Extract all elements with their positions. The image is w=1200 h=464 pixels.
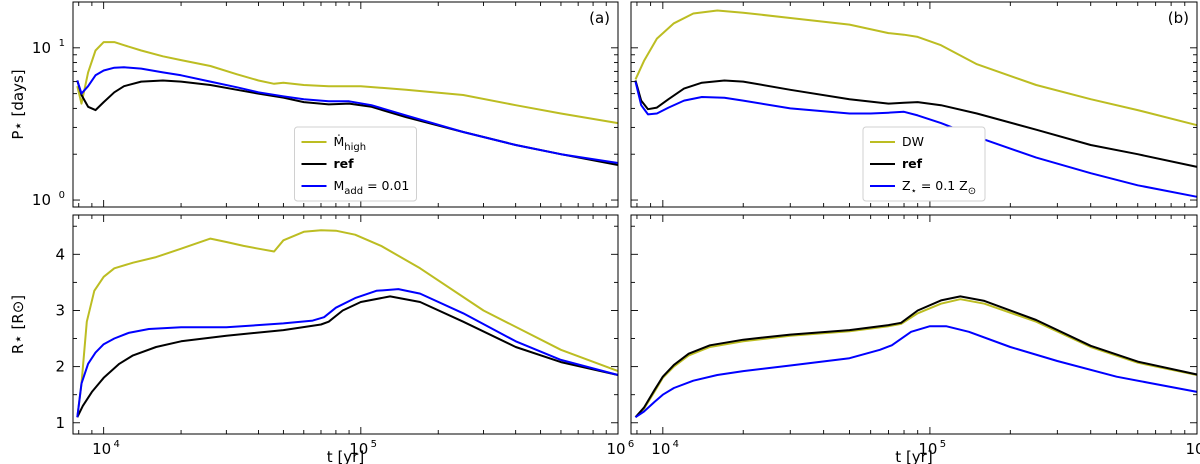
y-axis-label: R⋆ [R⊙] xyxy=(9,295,27,354)
y-tick-label: 2 xyxy=(55,358,65,376)
axes-frame xyxy=(630,1,1198,208)
x-tick-label: 10 xyxy=(651,440,670,458)
y-tick-label-exp: 1 xyxy=(59,38,65,49)
series-line-ref xyxy=(634,295,1198,418)
panel-a-period: 10 0 10 1 P⋆ [days] (a) Ṁhigh ref Madd = 0.01 xyxy=(9,1,619,209)
y-tick-label: 4 xyxy=(55,245,65,263)
legend-entry: ref xyxy=(334,156,355,171)
x-tick-label: 10 xyxy=(1185,440,1200,458)
series-line-ref xyxy=(634,79,1198,168)
legend-frame xyxy=(294,126,417,202)
series-line-third xyxy=(634,325,1198,419)
x-tick-label-exp: 5 xyxy=(371,439,377,450)
legend-entry: Madd = 0.01 xyxy=(334,178,410,197)
panel-b-radius: 104105106t [yr] xyxy=(630,214,1200,464)
y-tick-label: 1 xyxy=(55,414,65,432)
legend-entry: Z⋆ = 0.1 Z⊙ xyxy=(902,178,976,197)
y-tick-label: 3 xyxy=(55,301,65,319)
x-axis-label: t [yr] xyxy=(895,448,932,464)
x-axis-label: t [yr] xyxy=(327,448,364,464)
legend: Ṁhigh ref Madd = 0.01 xyxy=(294,126,417,202)
axes-frame xyxy=(72,214,619,435)
panel-label: (b) xyxy=(1168,9,1189,27)
series-line-third xyxy=(634,81,1198,198)
x-tick-label-exp: 4 xyxy=(113,439,119,450)
series-line-first xyxy=(76,41,619,125)
series-line-third xyxy=(76,288,619,418)
panel-label: (a) xyxy=(589,9,610,27)
series-line-third xyxy=(76,66,619,164)
x-tick-label: 10 xyxy=(92,440,111,458)
legend-entry: DW xyxy=(902,134,924,149)
y-tick-label-exp: 0 xyxy=(59,190,65,201)
legend-entry: ref xyxy=(902,156,923,171)
y-axis-label: P⋆ [days] xyxy=(9,69,27,139)
x-tick-label: 10 xyxy=(349,440,368,458)
series-line-ref xyxy=(76,79,619,166)
series-line-first xyxy=(76,229,619,418)
x-tick-label-exp: 5 xyxy=(940,439,946,450)
legend-entry: Ṁhigh xyxy=(334,134,367,153)
y-tick-label: 10 xyxy=(32,191,51,209)
axes-frame xyxy=(630,214,1198,435)
series-line-first xyxy=(634,9,1198,127)
y-tick-label: 10 xyxy=(32,39,51,57)
x-tick-label: 10 xyxy=(606,440,625,458)
legend-frame xyxy=(862,126,986,202)
x-tick-label-exp: 4 xyxy=(673,439,679,450)
series-line-first xyxy=(634,298,1198,418)
legend: DW ref Z⋆ = 0.1 Z⊙ xyxy=(862,126,986,202)
panel-b-period: (b) DW ref Z⋆ = 0.1 Z⊙ xyxy=(630,1,1198,208)
x-tick-label-exp: 6 xyxy=(628,439,634,450)
x-tick-label: 10 xyxy=(918,440,937,458)
axes-frame xyxy=(72,1,619,208)
series-line-ref xyxy=(76,295,619,418)
